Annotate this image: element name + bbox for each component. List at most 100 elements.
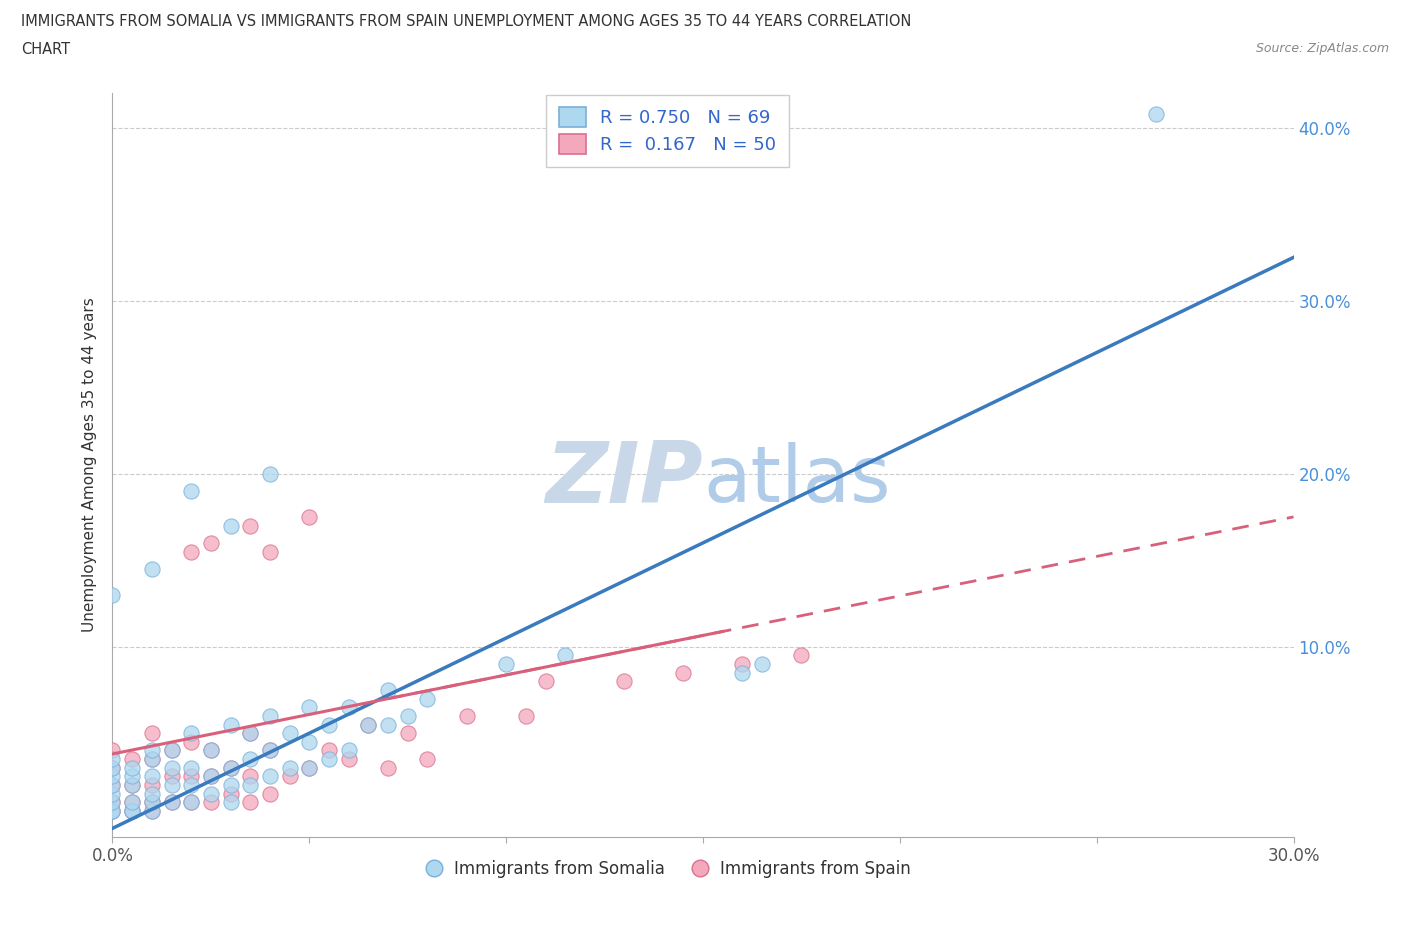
Point [101, 777, 124, 792]
Point [396, 725, 419, 740]
Point [101, 777, 124, 792]
Point [160, 743, 183, 758]
Point [180, 544, 202, 559]
Point [259, 709, 281, 724]
Point [337, 751, 360, 766]
Point [180, 761, 202, 776]
Point [101, 795, 124, 810]
Point [318, 751, 340, 766]
Point [160, 795, 183, 810]
Point [298, 699, 321, 714]
Point [180, 735, 202, 750]
Point [239, 751, 262, 766]
Point [101, 751, 124, 766]
Point [180, 725, 202, 740]
Point [160, 761, 183, 776]
Point [180, 777, 202, 792]
Point [377, 717, 399, 732]
Point [121, 804, 143, 818]
Point [239, 725, 262, 740]
Point [200, 769, 222, 784]
Point [200, 743, 222, 758]
Point [101, 769, 124, 784]
Point [259, 544, 281, 559]
Point [790, 648, 813, 663]
Point [259, 466, 281, 481]
Point [141, 751, 163, 766]
Point [298, 735, 321, 750]
Point [219, 795, 242, 810]
Point [534, 674, 557, 689]
Point [101, 588, 124, 603]
Point [357, 717, 380, 732]
Point [121, 804, 143, 818]
Point [141, 751, 163, 766]
Point [121, 769, 143, 784]
Point [101, 761, 124, 776]
Point [318, 717, 340, 732]
Point [101, 804, 124, 818]
Point [416, 691, 439, 706]
Point [141, 786, 163, 801]
Point [298, 510, 321, 525]
Point [298, 761, 321, 776]
Point [318, 743, 340, 758]
Point [101, 761, 124, 776]
Point [101, 795, 124, 810]
Point [416, 751, 439, 766]
Point [121, 777, 143, 792]
Point [141, 562, 163, 577]
Point [141, 804, 163, 818]
Point [219, 777, 242, 792]
Point [141, 795, 163, 810]
Point [377, 683, 399, 698]
Point [180, 769, 202, 784]
Point [239, 795, 262, 810]
Y-axis label: Unemployment Among Ages 35 to 44 years: Unemployment Among Ages 35 to 44 years [82, 298, 97, 632]
Point [101, 786, 124, 801]
Text: IMMIGRANTS FROM SOMALIA VS IMMIGRANTS FROM SPAIN UNEMPLOYMENT AMONG AGES 35 TO 4: IMMIGRANTS FROM SOMALIA VS IMMIGRANTS FR… [21, 14, 911, 29]
Point [337, 699, 360, 714]
Point [337, 743, 360, 758]
Point [160, 743, 183, 758]
Point [121, 795, 143, 810]
Point [456, 709, 478, 724]
Point [613, 674, 636, 689]
Point [259, 743, 281, 758]
Point [160, 777, 183, 792]
Point [396, 709, 419, 724]
Point [751, 657, 773, 671]
Point [101, 804, 124, 818]
Text: ZIP: ZIP [546, 438, 703, 522]
Point [515, 709, 537, 724]
Point [219, 761, 242, 776]
Point [160, 795, 183, 810]
Point [141, 725, 163, 740]
Point [495, 657, 517, 671]
Point [672, 665, 695, 680]
Point [219, 518, 242, 533]
Point [239, 518, 262, 533]
Point [278, 725, 301, 740]
Point [219, 786, 242, 801]
Point [239, 777, 262, 792]
Point [141, 777, 163, 792]
Point [1144, 106, 1167, 121]
Text: atlas: atlas [703, 442, 890, 518]
Point [219, 761, 242, 776]
Point [731, 665, 754, 680]
Point [141, 804, 163, 818]
Point [377, 761, 399, 776]
Point [259, 786, 281, 801]
Point [141, 769, 163, 784]
Point [278, 761, 301, 776]
Point [259, 769, 281, 784]
Point [121, 795, 143, 810]
Point [219, 717, 242, 732]
Point [180, 795, 202, 810]
Point [121, 777, 143, 792]
Point [141, 743, 163, 758]
Point [180, 484, 202, 498]
Point [121, 804, 143, 818]
Point [357, 717, 380, 732]
